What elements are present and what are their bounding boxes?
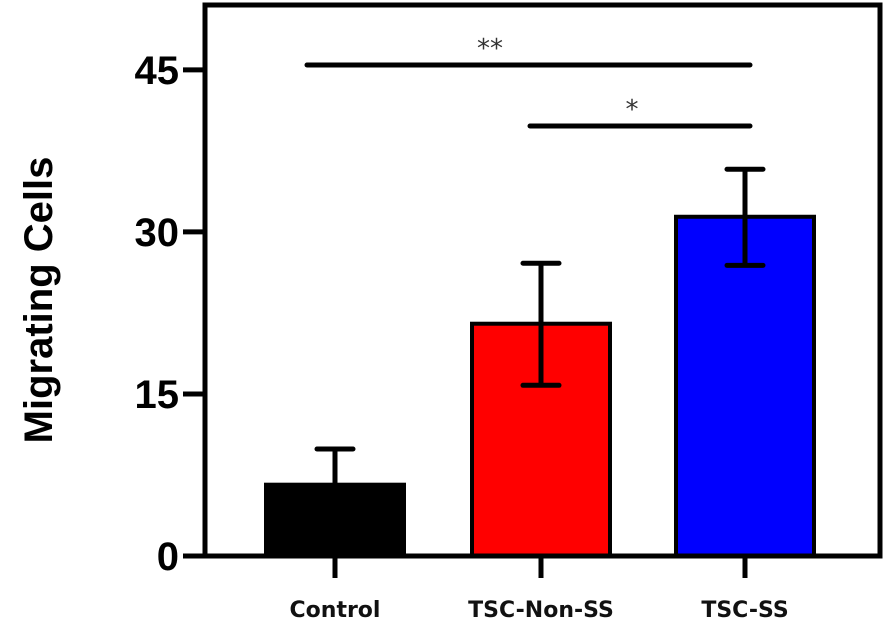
bar-control xyxy=(264,482,406,559)
y-tick-label: 45 xyxy=(135,49,180,93)
significance-label: * xyxy=(626,95,639,125)
y-tick-label: 15 xyxy=(135,373,180,417)
y-axis-label-group: Migrating Cells xyxy=(17,157,61,444)
significance-label: ** xyxy=(477,34,503,64)
y-tick-label: 0 xyxy=(157,535,179,579)
x-tick-label: TSC-Non-SS xyxy=(468,598,614,623)
x-tick-label: Control xyxy=(290,598,381,623)
y-axis-label: Migrating Cells xyxy=(17,157,61,444)
y-tick-label: 30 xyxy=(135,211,180,255)
plot-frame xyxy=(202,2,883,559)
x-tick-label: TSC-SS xyxy=(701,598,788,623)
